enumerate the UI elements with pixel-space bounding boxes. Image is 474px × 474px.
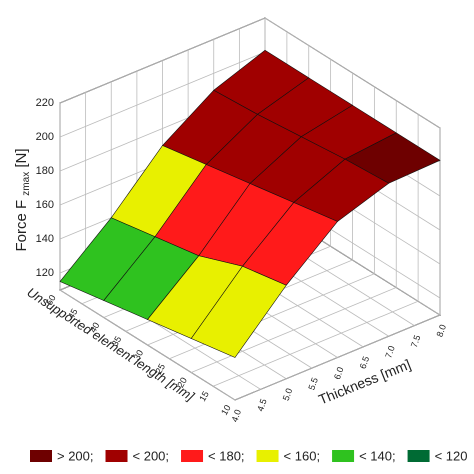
- y-tick-label: 10: [219, 403, 233, 417]
- z-label: Force F: [13, 200, 30, 252]
- z-tick-label: 220: [36, 97, 54, 109]
- grid-line: [212, 114, 419, 387]
- legend-label: < 140;: [359, 448, 396, 463]
- legend-label: < 200;: [133, 448, 170, 463]
- z-axis-title: Force F zmax [N]: [13, 148, 34, 251]
- y-tick-label: 15: [197, 389, 211, 403]
- x-tick-label: 7.0: [383, 344, 397, 359]
- y-tick-label: 45: [66, 307, 80, 321]
- y-tick-label: 40: [88, 321, 102, 335]
- x-tick-label: 4.5: [255, 397, 269, 412]
- x-tick-label: 8.0: [434, 323, 448, 338]
- y-tick-label: 35: [110, 334, 124, 348]
- legend-label: > 200;: [57, 448, 94, 463]
- legend-swatch: [181, 450, 204, 462]
- y-tick-label: 50: [44, 293, 58, 307]
- surface-cell: [190, 265, 287, 358]
- legend-swatch: [407, 450, 430, 462]
- legend-label: < 160;: [284, 448, 321, 463]
- z-label-unit: [N]: [13, 148, 30, 167]
- y-tick-label: 30: [132, 348, 146, 362]
- x-tick-label: 7.5: [409, 334, 423, 349]
- legend-swatch: [30, 450, 52, 462]
- legend-label: < 180;: [208, 448, 245, 463]
- grid-line: [234, 128, 441, 401]
- legend-swatch: [332, 450, 355, 462]
- legend-swatch: [105, 450, 128, 462]
- z-tick-label: 140: [36, 233, 54, 245]
- x-tick-label: 5.0: [281, 387, 295, 402]
- z-label-sub: zmax: [21, 172, 32, 196]
- z-tick-label: 180: [36, 165, 54, 177]
- legend-label: < 120: [435, 448, 468, 463]
- x-tick-label: 4.0: [229, 408, 243, 423]
- y-tick-label: 25: [153, 362, 167, 376]
- x-tick-label: 5.5: [306, 376, 320, 391]
- legend-swatch: [256, 450, 279, 462]
- x-tick-label: 6.5: [358, 355, 372, 370]
- z-tick-label: 200: [36, 131, 54, 143]
- z-tick-label: 120: [36, 267, 54, 279]
- x-tick-label: 6.0: [332, 366, 346, 381]
- z-tick-label: 160: [36, 199, 54, 211]
- y-tick-label: 20: [175, 376, 189, 390]
